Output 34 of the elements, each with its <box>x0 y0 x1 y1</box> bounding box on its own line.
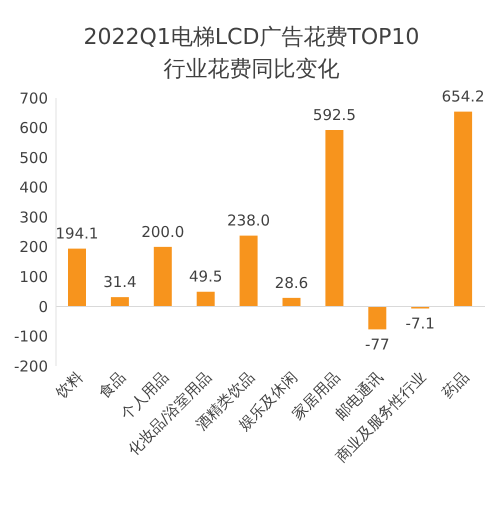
y-tick-label: 700 <box>19 89 48 108</box>
bar <box>282 298 300 306</box>
x-tick-label: 饮料 <box>52 368 86 403</box>
bar <box>240 236 258 306</box>
bar <box>368 306 386 330</box>
bar <box>196 292 215 306</box>
x-tick-label: 药品 <box>438 368 472 402</box>
chart-subtitle: 行业花费同比变化 <box>162 56 340 84</box>
data-label: 238.0 <box>227 212 270 230</box>
y-tick-label: 100 <box>19 268 48 286</box>
y-tick-label: 400 <box>19 178 48 197</box>
y-tick-label: 500 <box>19 148 48 167</box>
bar <box>154 246 172 306</box>
data-label: 654.2 <box>442 88 485 106</box>
y-tick-label: 600 <box>19 119 48 138</box>
x-tick-label: 食品 <box>95 368 130 402</box>
bar <box>68 248 86 306</box>
y-tick-label: 200 <box>19 238 48 256</box>
bar <box>454 112 472 306</box>
y-tick-label: 0 <box>38 298 48 316</box>
bar <box>325 130 344 306</box>
data-label: 194.1 <box>56 224 98 243</box>
data-label: 200.0 <box>141 222 184 241</box>
chart-title: 2022Q1电梯LCD广告花费TOP10 <box>82 24 420 52</box>
y-tick-label: -200 <box>14 357 48 376</box>
data-label: 31.4 <box>103 273 137 292</box>
y-tick-label: 300 <box>19 208 48 226</box>
data-label: -77 <box>365 335 390 354</box>
data-label: 28.6 <box>274 274 308 292</box>
data-label: -7.1 <box>406 314 435 333</box>
y-tick-label: -100 <box>14 328 48 346</box>
bar <box>110 297 129 306</box>
data-label: 49.5 <box>188 268 222 286</box>
data-label: 592.5 <box>312 106 356 124</box>
